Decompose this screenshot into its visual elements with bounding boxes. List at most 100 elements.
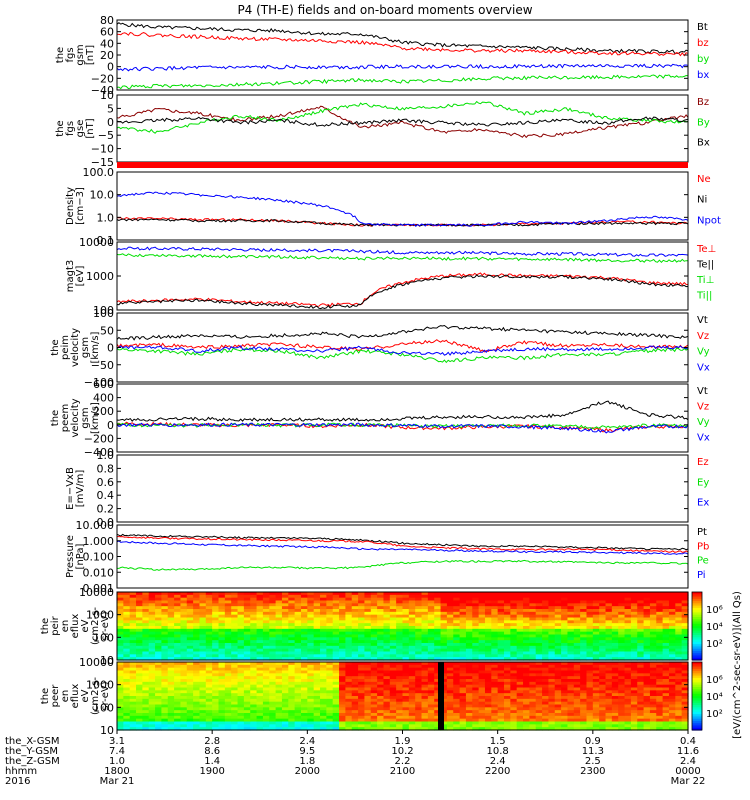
heatmap-cell [364,626,372,630]
heatmap-cell [250,696,258,700]
heatmap-cell [415,592,423,596]
heatmap-cell [484,640,492,644]
heatmap-cell [383,634,391,638]
heatmap-cell [193,620,201,624]
heatmap-cell [155,687,163,691]
heatmap-cell [624,637,632,641]
heatmap-cell [358,664,366,669]
heatmap-cell [453,645,461,650]
heatmap-cell [281,617,289,621]
colorbar-cell [692,653,702,657]
heatmap-cell [123,654,131,658]
heatmap-cell [662,690,670,694]
heatmap-cell [161,631,169,636]
heatmap-cell [624,679,632,683]
heatmap-cell [275,724,283,728]
heatmap-cell [491,704,499,708]
heatmap-cell [643,617,651,621]
heatmap-cell [580,600,588,604]
heatmap-cell [117,693,124,697]
heatmap-cell [205,696,213,700]
heatmap-cell [294,594,302,599]
heatmap-cell [567,651,575,655]
heatmap-cell [186,600,194,604]
heatmap-cell [326,696,334,700]
heatmap-cell [117,710,124,714]
heatmap-cell [370,603,378,607]
heatmap-cell [580,617,588,621]
heatmap-cell [364,640,372,644]
heatmap-cell [668,681,676,686]
heatmap-cell [358,710,366,714]
heatmap-cell [383,640,391,644]
heatmap-cell [554,715,562,720]
heatmap-cell [529,617,537,621]
heatmap-cell [630,637,638,641]
heatmap-cell [567,648,575,653]
heatmap-cell [529,673,537,677]
heatmap-cell [129,679,137,683]
heatmap-cell [529,667,537,672]
heatmap-cell [199,693,207,697]
heatmap-cell [199,620,207,624]
heatmap-cell [681,681,689,686]
heatmap-cell [320,651,327,655]
heatmap-cell [250,626,258,630]
heatmap-cell [370,667,378,672]
heatmap-cell [402,626,410,630]
heatmap-cell [237,673,245,677]
heatmap-cell [358,679,366,683]
heatmap-cell [529,724,537,728]
heatmap-cell [529,594,537,599]
heatmap-cell [675,698,683,703]
heatmap-cell [180,592,188,596]
heatmap-cell [117,707,124,711]
heatmap-cell [332,707,340,711]
heatmap-cell [307,631,315,636]
heatmap-cell [123,637,131,641]
heatmap-cell [174,724,182,728]
heatmap-cell [193,640,201,644]
heatmap-cell [364,710,372,714]
heatmap-cell [364,667,372,672]
heatmap-cell [649,670,657,674]
heatmap-cell [142,592,150,596]
heatmap-cell [440,657,448,661]
heatmap-cell [586,710,594,714]
heatmap-cell [516,657,524,661]
heatmap-cell [281,620,289,624]
heatmap-cell [408,654,416,658]
heatmap-cell [161,670,169,674]
heatmap-cell [281,684,289,689]
heatmap-cell [637,597,645,602]
heatmap-cell [205,631,213,636]
colorbar-cell [692,705,702,708]
heatmap-cell [320,707,327,711]
heatmap-cell [269,707,277,711]
heatmap-cell [256,693,264,697]
heatmap-cell [567,645,575,650]
heatmap-cell [618,614,626,619]
heatmap-cell [656,670,664,674]
heatmap-cell [243,670,251,674]
heatmap-cell [491,687,499,691]
heatmap-cell [434,690,442,694]
heatmap-cell [611,634,619,638]
heatmap-cell [275,628,283,633]
heatmap-cell [142,707,150,711]
heatmap-cell [326,670,334,674]
heatmap-cell [567,704,575,708]
heatmap-cell [294,623,302,627]
colorbar-cell [692,610,702,613]
heatmap-cell [573,721,581,725]
heatmap-cell [656,696,664,700]
legend-By: By [697,117,710,128]
heatmap-cell [580,664,588,669]
heatmap-cell [573,620,581,624]
heatmap-cell [510,637,518,641]
heatmap-cell [294,640,302,644]
heatmap-cell [383,707,391,711]
heatmap-cell [421,645,429,650]
heatmap-cell [605,594,613,599]
